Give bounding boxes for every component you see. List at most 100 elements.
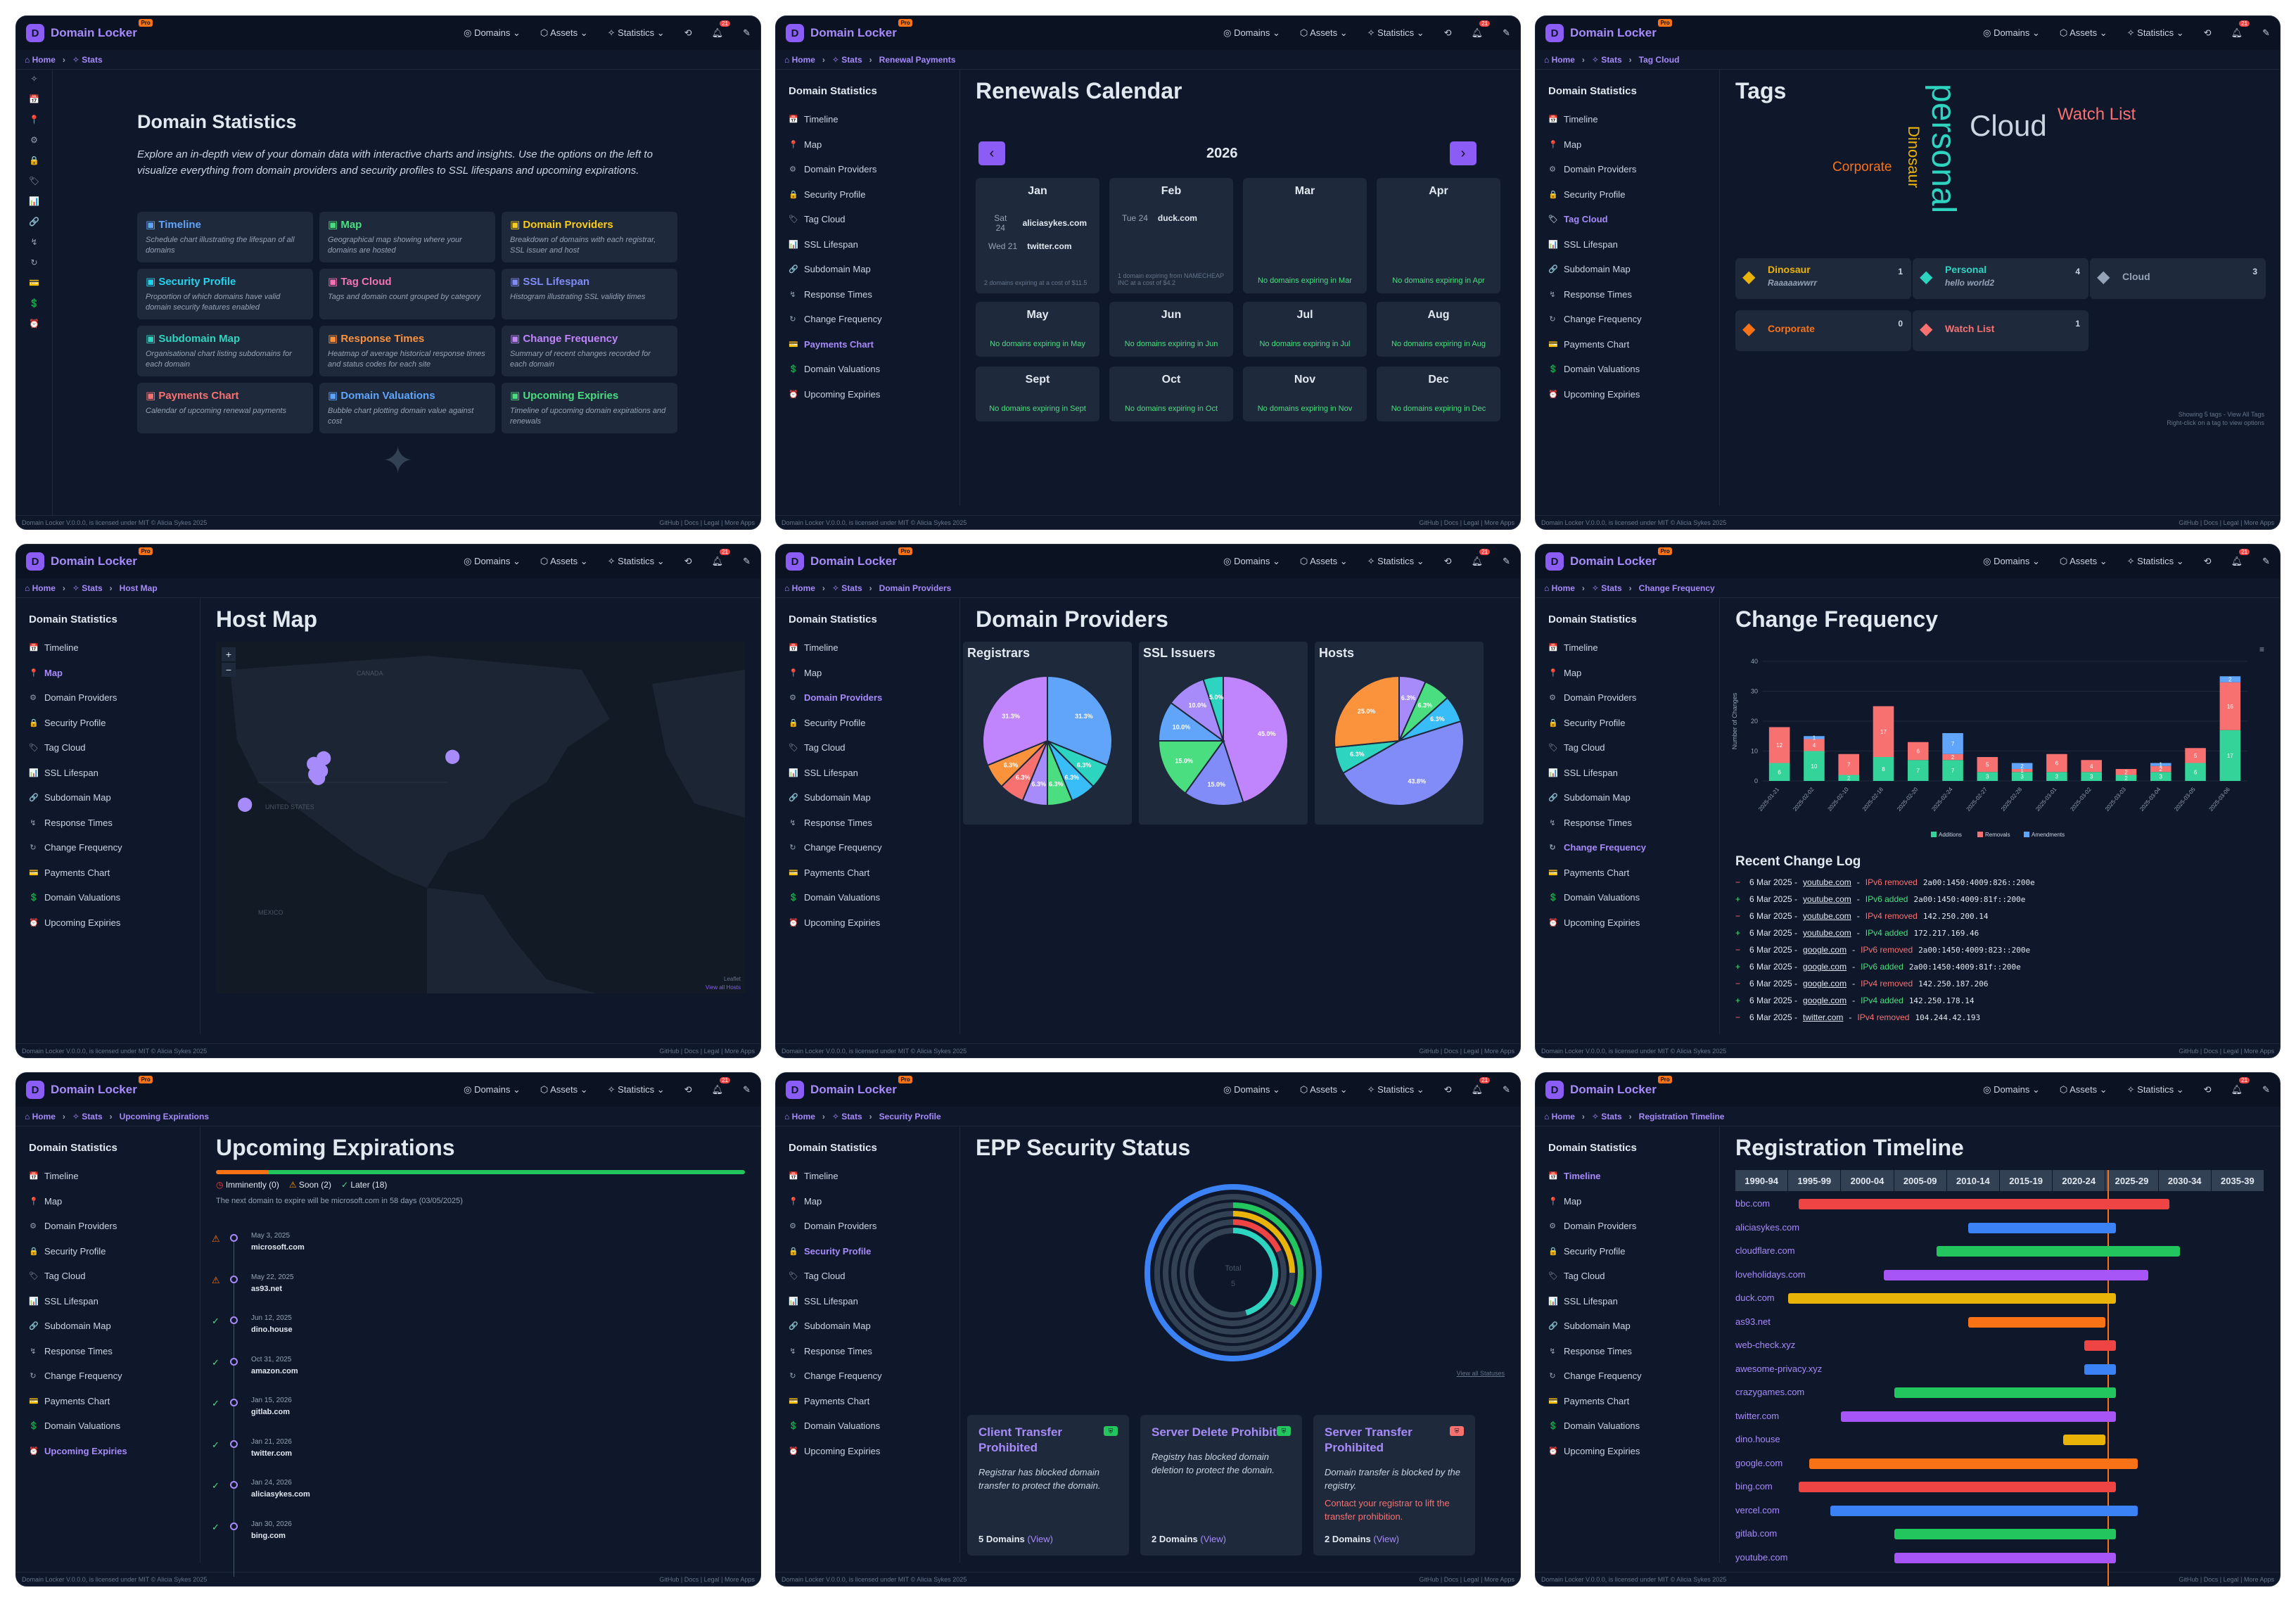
sidebar-item-change-frequency[interactable]: ↻ Change Frequency: [16, 1363, 200, 1389]
sidebar-item-subdomain-map[interactable]: 🔗 Subdomain Map: [1536, 785, 1719, 810]
domain-label[interactable]: youtube.com: [1735, 1551, 1788, 1563]
stat-card-tag-cloud[interactable]: ▣ Tag Cloud Tags and domain count grouped…: [319, 269, 495, 319]
sidebar-item-domain-providers[interactable]: ⚙ Domain Providers: [1536, 157, 1719, 182]
month-card[interactable]: Aug No domains expiring in Aug: [1377, 302, 1500, 357]
map-pin-icon[interactable]: ⬤: [237, 796, 253, 812]
bar-segment[interactable]: [1908, 760, 1929, 781]
stat-card-subdomain-map[interactable]: ▣ Subdomain Map Organisational chart list…: [137, 326, 313, 376]
history-icon[interactable]: ⟲: [2203, 556, 2212, 566]
sidebar-item-domain-valuations[interactable]: 💲 Domain Valuations: [776, 357, 959, 382]
app-name[interactable]: Domain Locker Pro: [51, 1076, 153, 1097]
sidebar-item-subdomain-map[interactable]: 🔗 Subdomain Map: [776, 1314, 959, 1339]
nav-domains-menu[interactable]: ◎ Domains ⌄: [464, 556, 521, 566]
sidebar-item-response-times[interactable]: ↯ Response Times: [776, 282, 959, 307]
cloud-word[interactable]: Corporate: [1832, 160, 1892, 174]
nav-assets-menu[interactable]: ⬡ Assets ⌄: [2059, 556, 2107, 566]
sidebar-item-timeline[interactable]: 📅 Timeline: [1536, 107, 1719, 132]
logo-icon[interactable]: D: [26, 24, 44, 42]
sidebar-item-domain-valuations[interactable]: 💲 Domain Valuations: [16, 885, 200, 910]
nav-statistics-menu[interactable]: ✧ Statistics ⌄: [607, 27, 665, 38]
bar-segment[interactable]: [1873, 757, 1894, 781]
sidebar-item-domain-providers[interactable]: ⚙ Domain Providers: [776, 685, 959, 711]
crumb-stats[interactable]: ✧ Stats: [831, 583, 862, 593]
logo-icon[interactable]: D: [1545, 552, 1564, 571]
map-attribution[interactable]: Leaflet: [723, 976, 741, 982]
footer-links[interactable]: GitHub | Docs | Legal | More Apps: [2179, 1047, 2274, 1055]
zoom-out-button[interactable]: −: [222, 663, 236, 677]
timeline-bar[interactable]: [1894, 1552, 2117, 1563]
tags-footer[interactable]: Showing 5 tags - View All Tags: [2178, 411, 2264, 418]
bar-segment[interactable]: [1804, 736, 1825, 739]
sidebar-item-response-times[interactable]: ↯ Response Times: [16, 810, 200, 836]
month-card[interactable]: Nov No domains expiring in Nov: [1243, 367, 1367, 421]
tag-card-cloud[interactable]: ◆ Cloud 3: [2090, 258, 2266, 299]
sidebar-item-subdomain-map[interactable]: 🔗 Subdomain Map: [16, 1314, 200, 1339]
crumb-home[interactable]: ⌂ Home: [25, 54, 56, 65]
nav-statistics-menu[interactable]: ✧ Statistics ⌄: [2126, 556, 2184, 566]
sidebar-icon[interactable]: 🔗: [29, 217, 39, 227]
sidebar-item-tag-cloud[interactable]: 🏷 Tag Cloud: [16, 1264, 200, 1289]
sidebar-item-subdomain-map[interactable]: 🔗 Subdomain Map: [1536, 257, 1719, 282]
timeline-bar[interactable]: [2084, 1340, 2117, 1351]
logo-icon[interactable]: D: [1545, 24, 1564, 42]
map-pin-icon[interactable]: ⬤: [316, 750, 332, 765]
nav-statistics-menu[interactable]: ✧ Statistics ⌄: [607, 556, 665, 566]
footer-links[interactable]: GitHub | Docs | Legal | More Apps: [659, 1575, 755, 1583]
bell-icon[interactable]: 🔔︎ 21: [2231, 1077, 2250, 1095]
pie-slice[interactable]: [1157, 740, 1225, 794]
ring-value[interactable]: [1180, 1219, 1287, 1326]
sidebar-item-domain-providers[interactable]: ⚙ Domain Providers: [776, 157, 959, 182]
sidebar-item-domain-valuations[interactable]: 💲 Domain Valuations: [1536, 1413, 1719, 1439]
month-card[interactable]: Jul No domains expiring in Jul: [1243, 302, 1367, 357]
sidebar-icon[interactable]: ↯: [30, 237, 38, 247]
sidebar-item-upcoming-expiries[interactable]: ⏰ Upcoming Expiries: [16, 910, 200, 936]
nav-assets-menu[interactable]: ⬡ Assets ⌄: [2059, 1084, 2107, 1095]
nav-assets-menu[interactable]: ⬡ Assets ⌄: [540, 556, 588, 566]
timeline-bar[interactable]: [1830, 1505, 2138, 1516]
bar-segment[interactable]: [1977, 757, 1998, 773]
crumb-current[interactable]: Tag Cloud: [1638, 54, 1680, 65]
footer-links[interactable]: GitHub | Docs | Legal | More Apps: [1419, 1047, 1514, 1055]
ring-value[interactable]: [1154, 1194, 1312, 1352]
domain-label[interactable]: bing.com: [1735, 1481, 1773, 1492]
sidebar-item-response-times[interactable]: ↯ Response Times: [1536, 282, 1719, 307]
log-domain-link[interactable]: youtube.com: [1803, 928, 1851, 938]
sidebar-item-domain-valuations[interactable]: 💲 Domain Valuations: [776, 1413, 959, 1439]
epp-status-card[interactable]: Client Transfer Prohibited ⛨ Registrar has…: [967, 1415, 1129, 1556]
month-card[interactable]: May No domains expiring in May: [976, 302, 1099, 357]
sidebar-icon[interactable]: 📍: [29, 115, 39, 125]
sidebar-item-domain-providers[interactable]: ⚙ Domain Providers: [776, 1214, 959, 1239]
nav-statistics-menu[interactable]: ✧ Statistics ⌄: [1367, 556, 1424, 566]
history-icon[interactable]: ⟲: [684, 556, 692, 566]
ring-value[interactable]: [1171, 1211, 1295, 1335]
nav-domains-menu[interactable]: ◎ Domains ⌄: [1983, 27, 2040, 38]
timeline-row[interactable]: google.com: [1735, 1452, 2270, 1475]
sidebar-item-tag-cloud[interactable]: 🏷 Tag Cloud: [1536, 1264, 1719, 1289]
renewal-entry[interactable]: Tue 24 duck.com: [1109, 213, 1233, 223]
sidebar-item-map[interactable]: 📍 Map: [16, 661, 200, 686]
crumb-current[interactable]: Host Map: [119, 583, 158, 593]
nav-assets-menu[interactable]: ⬡ Assets ⌄: [540, 1084, 588, 1095]
timeline-row[interactable]: loveholidays.com: [1735, 1264, 2270, 1287]
bar-segment[interactable]: [2081, 760, 2102, 773]
bar-segment[interactable]: [2185, 763, 2206, 782]
timeline-row[interactable]: as93.net: [1735, 1311, 2270, 1334]
timeline-row[interactable]: web-check.xyz: [1735, 1334, 2270, 1357]
bar-segment[interactable]: [1942, 754, 1963, 761]
nav-domains-menu[interactable]: ◎ Domains ⌄: [1223, 27, 1280, 38]
settings-icon[interactable]: ✎: [1503, 556, 1510, 566]
domain-label[interactable]: as93.net: [1735, 1316, 1771, 1327]
sidebar-icon[interactable]: 💲: [29, 298, 39, 308]
stat-card-payments-chart[interactable]: ▣ Payments Chart Calendar of upcoming ren…: [137, 383, 313, 433]
ring-value[interactable]: [1163, 1202, 1303, 1343]
timeline-row[interactable]: cloudflare.com: [1735, 1240, 2270, 1263]
sidebar-item-map[interactable]: 📍 Map: [16, 1189, 200, 1214]
renewal-entry[interactable]: Wed 21 twitter.com: [976, 241, 1099, 251]
settings-icon[interactable]: ✎: [743, 27, 751, 38]
log-domain-link[interactable]: google.com: [1803, 962, 1847, 972]
bar-segment[interactable]: [1873, 706, 1894, 757]
sidebar-item-map[interactable]: 📍 Map: [776, 661, 959, 686]
bar-segment[interactable]: [1977, 772, 1998, 781]
domain-label[interactable]: crazygames.com: [1735, 1387, 1805, 1397]
stat-card-domain-providers[interactable]: ▣ Domain Providers Breakdown of domains w…: [502, 212, 677, 262]
